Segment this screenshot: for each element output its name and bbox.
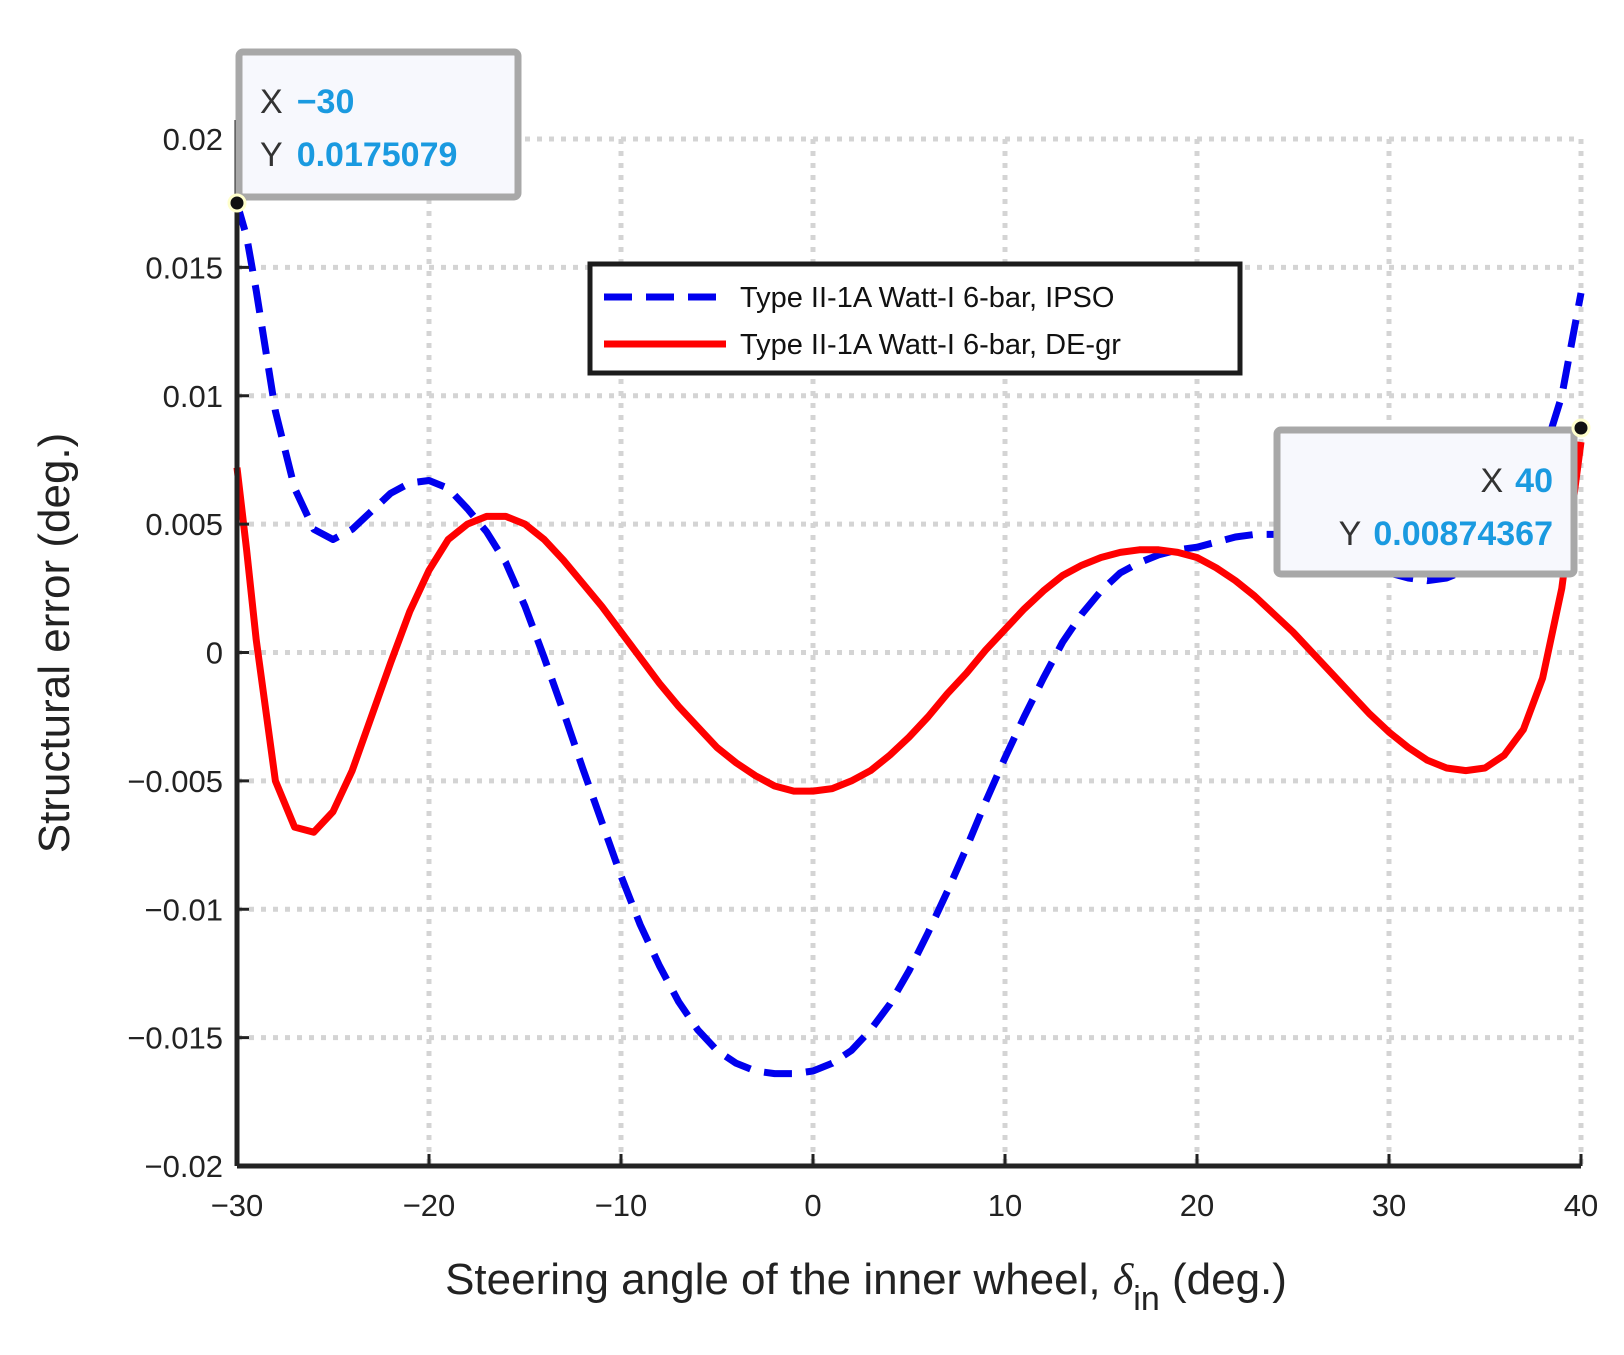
y-tick-label: −0.02 (145, 1149, 223, 1184)
datatip-right-x-label: X (1480, 462, 1503, 500)
datatip-left[interactable]: X −30 Y 0.0175079 (235, 48, 522, 201)
x-tick-label: 10 (988, 1188, 1022, 1223)
legend: Type II-1A Watt-I 6-bar, IPSO Type II-1A… (587, 261, 1243, 376)
x-tick-label: −30 (211, 1188, 264, 1223)
axes (234, 120, 1581, 1169)
datatip-right-marker[interactable] (1571, 418, 1591, 438)
y-tick-label: 0 (206, 636, 223, 671)
datatip-left-y-label: Y (260, 136, 283, 174)
x-tick-label: 20 (1180, 1188, 1214, 1223)
datatip-left-marker[interactable] (227, 193, 247, 213)
datatip-left-y: Y 0.0175079 (260, 136, 457, 174)
y-tick-label: −0.005 (127, 764, 223, 799)
x-tick-label: 0 (804, 1188, 821, 1223)
y-tick-label: 0.02 (163, 122, 223, 157)
y-tick-label: 0.005 (145, 507, 223, 542)
x-axis-title-text: Steering angle of the inner wheel, (445, 1255, 1113, 1304)
tick-labels: −30 −20 −10 0 10 20 30 40 −0.02 −0.015 −0.01 −0.005… (127, 122, 1598, 1223)
y-tick-label: 0.015 (145, 250, 223, 285)
datatip-left-box (235, 48, 522, 201)
legend-label-ipso: Type II-1A Watt-I 6-bar, IPSO (740, 282, 1114, 314)
legend-label-de-gr: Type II-1A Watt-I 6-bar, DE-gr (740, 329, 1121, 361)
y-tick-label: −0.01 (145, 892, 223, 927)
x-axis-title-symbol: δ (1113, 1255, 1135, 1304)
x-axis-title-unit: (deg.) (1160, 1255, 1287, 1304)
y-axis-title: Structural error (deg.) (30, 433, 79, 854)
datatip-right-x-value: 40 (1515, 462, 1553, 500)
datatip-right-x: X 40 (1480, 462, 1553, 500)
y-tick-label: −0.015 (127, 1021, 223, 1056)
datatip-right-y-value: 0.00874367 (1373, 515, 1553, 553)
x-tick-label: −10 (595, 1188, 648, 1223)
datatip-left-x: X −30 (260, 83, 354, 121)
datatip-left-x-value: −30 (297, 83, 355, 121)
x-tick-label: 40 (1564, 1188, 1598, 1223)
x-tick-label: −20 (403, 1188, 456, 1223)
datatip-left-x-label: X (260, 83, 283, 121)
legend-box (587, 261, 1243, 376)
x-axis-title: Steering angle of the inner wheel, δin (… (445, 1255, 1287, 1318)
datatip-right-y: Y 0.00874367 (1339, 515, 1553, 553)
datatip-left-y-value: 0.0175079 (297, 136, 458, 174)
datatip-right-box (1273, 426, 1578, 578)
x-axis-title-subscript: in (1133, 1280, 1159, 1318)
datatip-right-y-label: Y (1339, 515, 1362, 553)
datatip-right[interactable]: X 40 Y 0.00874367 (1273, 426, 1578, 578)
y-tick-label: 0.01 (163, 379, 223, 414)
series-line-de-gr (233, 441, 1585, 836)
x-tick-label: 30 (1372, 1188, 1406, 1223)
